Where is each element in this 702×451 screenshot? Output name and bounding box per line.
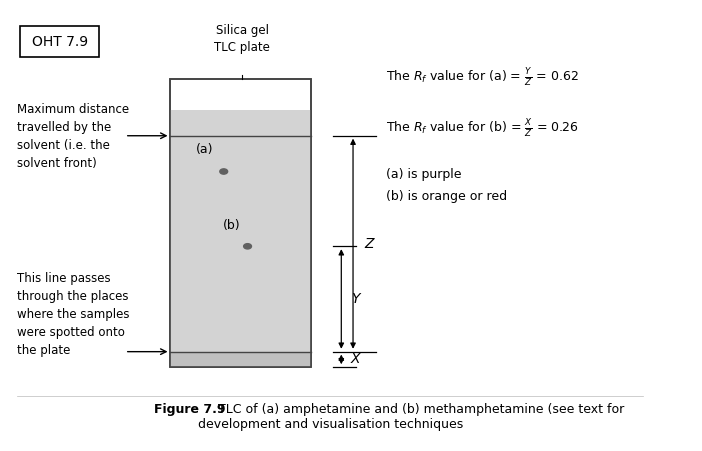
Text: (b) is orange or red: (b) is orange or red bbox=[385, 190, 507, 203]
Text: TLC of (a) amphetamine and (b) methamphetamine (see text for: TLC of (a) amphetamine and (b) methamphe… bbox=[210, 403, 624, 416]
Text: OHT 7.9: OHT 7.9 bbox=[32, 35, 88, 49]
Bar bbox=[171, 110, 311, 352]
Text: Figure 7.9: Figure 7.9 bbox=[154, 403, 225, 416]
Text: Z: Z bbox=[365, 237, 374, 251]
Text: The $R_f$ value for (a) = $\frac{Y}{Z}$ = 0.62: The $R_f$ value for (a) = $\frac{Y}{Z}$ … bbox=[385, 66, 578, 88]
Text: (a) is purple: (a) is purple bbox=[385, 168, 461, 181]
Text: Y: Y bbox=[351, 292, 359, 306]
Bar bbox=[171, 79, 311, 367]
Bar bbox=[20, 26, 99, 57]
Text: X: X bbox=[351, 352, 361, 366]
Circle shape bbox=[244, 244, 251, 249]
Text: Maximum distance
travelled by the
solvent (i.e. the
solvent front): Maximum distance travelled by the solven… bbox=[18, 103, 129, 170]
Bar bbox=[171, 352, 311, 367]
Text: The $R_f$ value for (b) = $\frac{X}{Z}$ = 0.26: The $R_f$ value for (b) = $\frac{X}{Z}$ … bbox=[385, 117, 578, 139]
Text: development and visualisation techniques: development and visualisation techniques bbox=[197, 418, 463, 431]
Text: (a): (a) bbox=[195, 143, 213, 156]
Bar bbox=[171, 79, 311, 367]
Text: This line passes
through the places
where the samples
were spotted onto
the plat: This line passes through the places wher… bbox=[18, 272, 130, 357]
Text: Silica gel
TLC plate: Silica gel TLC plate bbox=[214, 24, 270, 54]
Text: (b): (b) bbox=[223, 219, 240, 232]
Circle shape bbox=[220, 169, 227, 174]
